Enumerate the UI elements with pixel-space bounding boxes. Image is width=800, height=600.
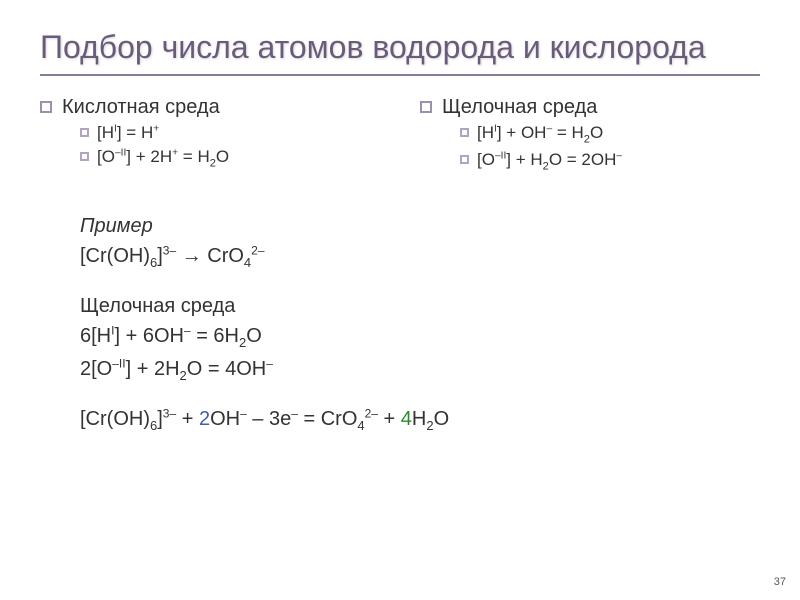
right-heading: Щелочная среда <box>442 96 597 119</box>
columns: Кислотная среда [HI] = H+ [O–II] + 2H+ =… <box>40 96 760 176</box>
example-eq-3: 2[O–II] + 2H2O = 4OH– <box>80 355 760 385</box>
equation-text: [HI] + OH– = H2O <box>477 123 603 145</box>
bullet-square-icon <box>420 101 432 113</box>
bullet-square-icon <box>460 128 469 137</box>
left-column: Кислотная среда [HI] = H+ [O–II] + 2H+ =… <box>40 96 380 176</box>
bullet-square-icon <box>40 101 52 113</box>
right-eq-2: [O–II] + H2O = 2OH– <box>460 150 760 172</box>
example-block: Пример [Cr(OH)6]3– → CrO42– Щелочная сре… <box>80 212 760 435</box>
left-heading-bullet: Кислотная среда <box>40 96 380 119</box>
bullet-square-icon <box>80 128 89 137</box>
example-eq-1: [Cr(OH)6]3– → CrO42– <box>80 242 760 272</box>
example-subheading: Щелочная среда <box>80 292 760 320</box>
left-eq-2: [O–II] + 2H+ = H2O <box>80 147 380 169</box>
right-heading-bullet: Щелочная среда <box>420 96 760 119</box>
right-eq-1: [HI] + OH– = H2O <box>460 123 760 145</box>
left-heading: Кислотная среда <box>62 96 220 119</box>
slide: Подбор числа атомов водорода и кислорода… <box>0 0 800 600</box>
right-column: Щелочная среда [HI] + OH– = H2O [O–II] +… <box>420 96 760 176</box>
equation-text: [O–II] + H2O = 2OH– <box>477 150 622 172</box>
bullet-square-icon <box>80 152 89 161</box>
equation-text: [O–II] + 2H+ = H2O <box>97 147 229 169</box>
page-number: 37 <box>774 576 786 588</box>
equation-text: [HI] = H+ <box>97 123 159 143</box>
example-eq-final: [Cr(OH)6]3– + 2OH– – 3e– = CrO42– + 4H2O <box>80 405 760 435</box>
bullet-square-icon <box>460 155 469 164</box>
example-label: Пример <box>80 212 760 240</box>
example-eq-2: 6[HI] + 6OH– = 6H2O <box>80 322 760 352</box>
title-divider <box>40 74 760 76</box>
slide-title: Подбор числа атомов водорода и кислорода <box>40 28 760 66</box>
left-eq-1: [HI] = H+ <box>80 123 380 143</box>
